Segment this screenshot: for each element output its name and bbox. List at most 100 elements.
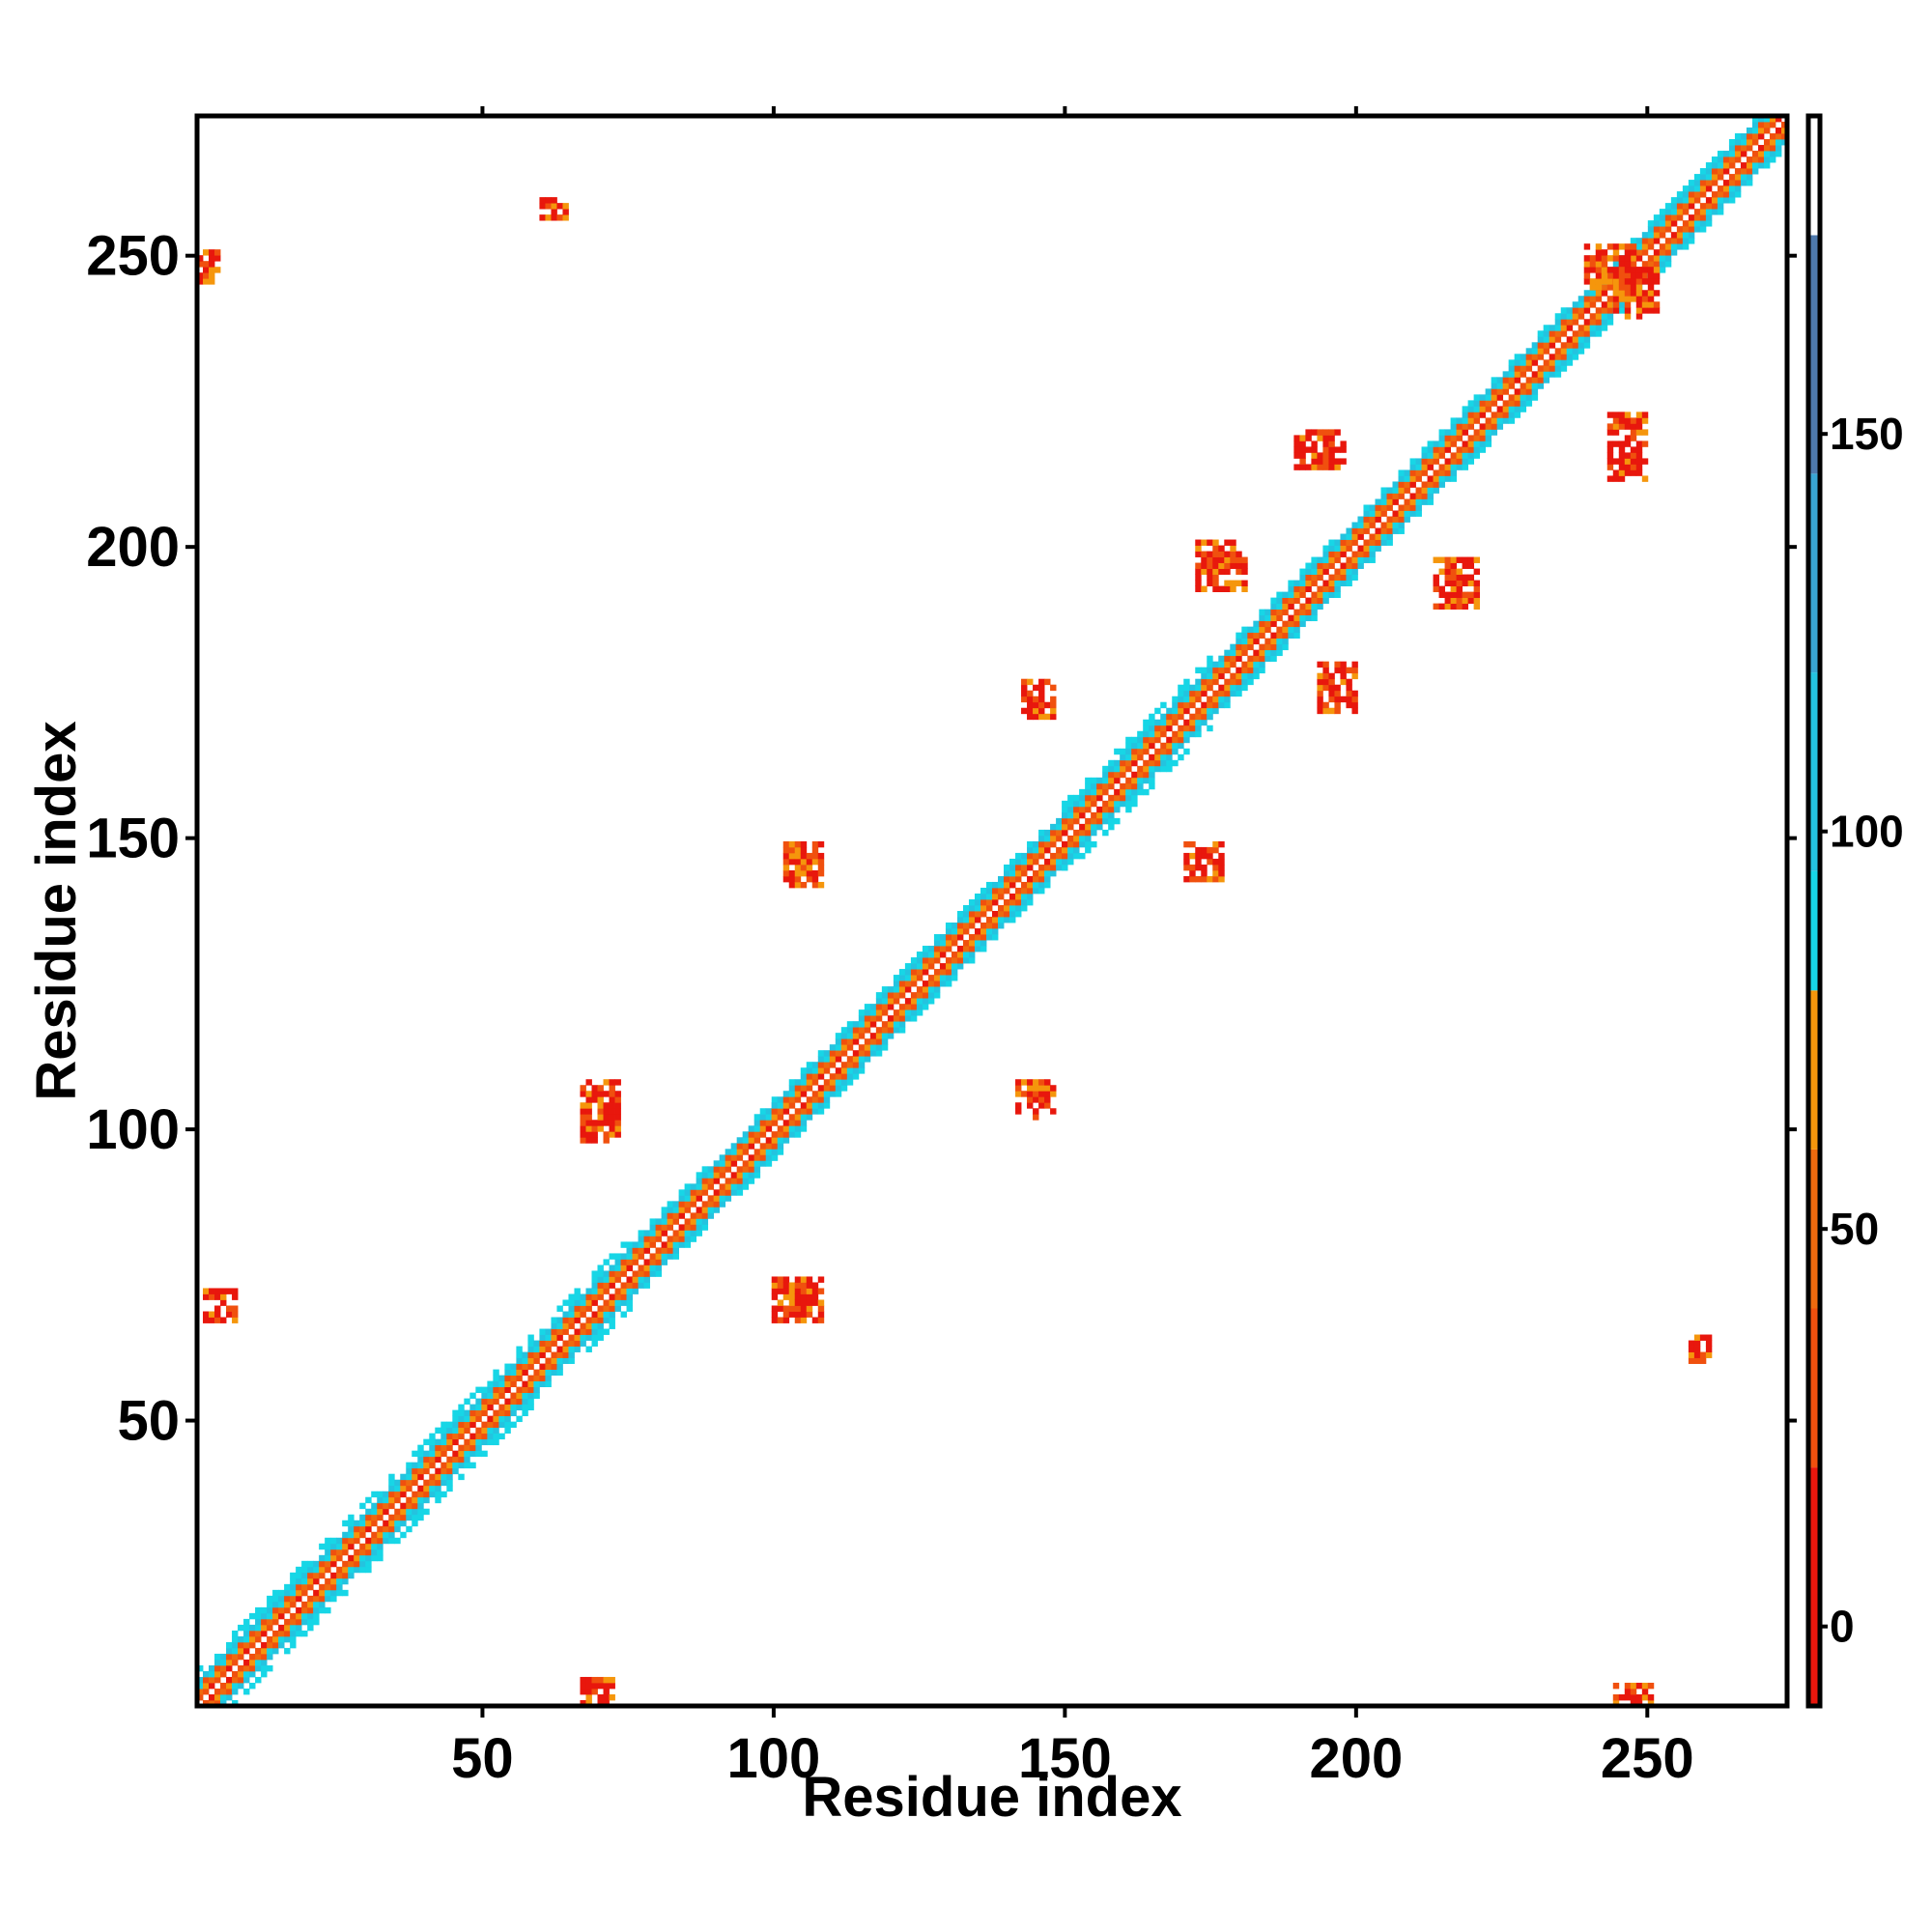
heatmap-cell	[1612, 267, 1620, 273]
heatmap-cell	[267, 1664, 273, 1672]
heatmap-cell	[638, 1247, 644, 1254]
heatmap-cell	[777, 1114, 784, 1121]
heatmap-cell	[649, 1264, 656, 1271]
heatmap-cell	[933, 980, 941, 987]
heatmap-cell	[1659, 209, 1666, 215]
heatmap-cell	[1630, 417, 1637, 424]
heatmap-cell	[1444, 435, 1451, 441]
heatmap-cell	[1740, 168, 1747, 175]
heatmap-cell	[1635, 423, 1643, 430]
heatmap-cell	[1149, 759, 1155, 767]
heatmap-cell	[927, 998, 935, 1005]
heatmap-cell	[1670, 214, 1678, 221]
heatmap-cell	[1566, 359, 1574, 366]
heatmap-cell	[835, 1085, 842, 1092]
heatmap-cell	[916, 1004, 923, 1010]
heatmap-cell	[232, 1293, 239, 1300]
heatmap-cell	[1641, 1688, 1649, 1695]
heatmap-cell	[1340, 458, 1347, 465]
heatmap-cell	[713, 1201, 721, 1208]
heatmap-cell	[1183, 707, 1190, 715]
heatmap-cell	[522, 1404, 528, 1411]
heatmap-cell	[464, 1438, 470, 1446]
heatmap-cell	[1038, 701, 1045, 709]
heatmap-cell	[539, 1334, 546, 1341]
heatmap-cell	[887, 992, 895, 999]
heatmap-cell	[1427, 487, 1434, 494]
heatmap-cell	[446, 1462, 453, 1469]
heatmap-cell	[580, 1108, 586, 1115]
heatmap-cell	[701, 1178, 709, 1184]
heatmap-cell	[290, 1635, 297, 1643]
heatmap-cell	[522, 1380, 528, 1387]
heatmap-cell	[614, 1120, 621, 1126]
heatmap-cell	[238, 1676, 244, 1684]
heatmap-cell	[452, 1427, 459, 1435]
heatmap-cell	[898, 992, 906, 999]
heatmap-cell	[765, 1108, 773, 1115]
heatmap-cell	[1630, 1699, 1637, 1707]
heatmap-cell	[1688, 197, 1695, 204]
heatmap-cell	[1746, 162, 1753, 169]
heatmap-cell	[1091, 817, 1097, 825]
heatmap-cell	[1664, 261, 1672, 268]
heatmap-cell	[1143, 748, 1150, 755]
heatmap-cell	[1044, 1079, 1051, 1086]
heatmap-cell	[1282, 591, 1289, 599]
heatmap-cell	[759, 1160, 767, 1167]
heatmap-cell	[226, 1664, 233, 1672]
heatmap-cell	[1224, 562, 1231, 569]
heatmap-cell	[504, 1386, 511, 1394]
heatmap-cell	[649, 1224, 656, 1231]
heatmap-cell	[1282, 603, 1289, 611]
heatmap-cell	[209, 255, 215, 262]
heatmap-cell	[1769, 139, 1776, 146]
heatmap-cell	[1514, 394, 1521, 401]
heatmap-cell	[1328, 429, 1335, 436]
heatmap-cell	[446, 1427, 453, 1435]
heatmap-cell	[354, 1554, 360, 1562]
heatmap-cell	[377, 1531, 384, 1539]
heatmap-cell	[1566, 336, 1574, 343]
heatmap-cell	[875, 1004, 883, 1010]
heatmap-cell	[1763, 145, 1771, 152]
heatmap-cell	[1073, 794, 1080, 802]
heatmap-cell	[962, 940, 970, 947]
heatmap-cell	[1201, 852, 1208, 860]
heatmap-cell	[1688, 203, 1695, 210]
heatmap-cell	[759, 1120, 767, 1126]
heatmap-cell	[296, 1589, 302, 1597]
heatmap-cell	[545, 1328, 552, 1335]
heatmap-cell	[1311, 597, 1318, 605]
heatmap-cell	[1340, 533, 1347, 540]
heatmap-cell	[272, 1647, 279, 1655]
heatmap-cell	[1624, 278, 1632, 285]
heatmap-cell	[840, 1079, 848, 1086]
heatmap-cell	[1224, 661, 1231, 668]
heatmap-cell	[1230, 678, 1236, 686]
heatmap-cell	[1462, 458, 1468, 465]
heatmap-cell	[487, 1380, 494, 1387]
heatmap-cell	[696, 1212, 703, 1219]
heatmap-cell	[562, 1299, 569, 1306]
heatmap-cell	[388, 1496, 395, 1504]
heatmap-cell	[736, 1137, 744, 1144]
heatmap-cell	[1427, 481, 1434, 488]
heatmap-cell	[226, 1288, 233, 1294]
heatmap-cell	[719, 1189, 726, 1196]
heatmap-cell	[1299, 603, 1306, 611]
heatmap-cell	[1450, 562, 1457, 569]
heatmap-cell	[811, 1079, 819, 1086]
heatmap-cell	[1044, 835, 1051, 842]
heatmap-cell	[226, 1653, 233, 1661]
heatmap-cell	[1438, 446, 1445, 453]
heatmap-cell	[1630, 290, 1637, 297]
heatmap-cell	[1427, 498, 1434, 505]
heatmap-cell	[852, 1067, 860, 1074]
heatmap-cell	[678, 1189, 686, 1196]
heatmap-cell	[1241, 643, 1248, 651]
heatmap-cell	[661, 1253, 668, 1260]
heatmap-cell	[1380, 539, 1387, 546]
heatmap-cell	[811, 1073, 819, 1080]
heatmap-cell	[742, 1166, 750, 1173]
